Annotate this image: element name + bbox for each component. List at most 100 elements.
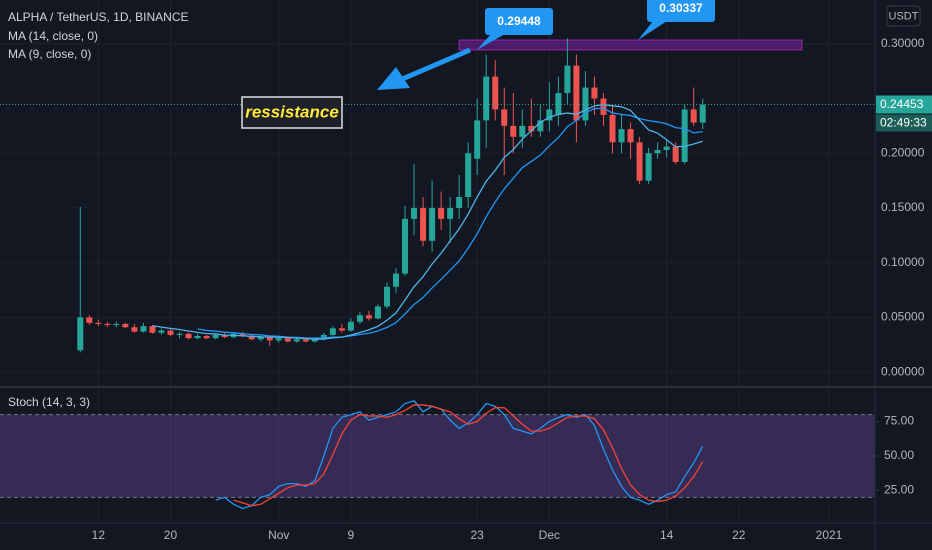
- candle-body: [564, 65, 571, 94]
- candle-body: [95, 322, 102, 324]
- candle-body: [465, 153, 472, 198]
- candle-body: [131, 327, 138, 332]
- candle-body: [203, 335, 210, 339]
- legend-entry: MA (9, close, 0): [8, 47, 91, 61]
- candle-body: [275, 338, 282, 341]
- countdown-box: [876, 114, 932, 132]
- candle-body: [311, 339, 318, 342]
- y-tick-label: 0.10000: [881, 255, 925, 269]
- candle-body: [672, 146, 679, 162]
- x-tick-label: 22: [732, 528, 746, 542]
- callout-label: 0.29448: [497, 14, 541, 28]
- candle-body: [113, 323, 120, 326]
- candle-body: [483, 76, 490, 121]
- stoch-line: [233, 404, 704, 507]
- candle-body: [447, 207, 454, 219]
- candle-body: [158, 330, 165, 333]
- candle-body: [645, 153, 652, 181]
- candle-body: [393, 273, 400, 287]
- candle-body: [699, 104, 706, 123]
- stoch-line: [215, 400, 704, 510]
- candle-body: [456, 197, 463, 208]
- callout-pointer: [638, 21, 667, 41]
- y-tick-label: 0.30000: [881, 36, 925, 50]
- y-tick-label: 0.05000: [881, 310, 925, 324]
- stoch-tick-label: 25.00: [884, 483, 914, 497]
- x-tick-label: 9: [348, 528, 355, 542]
- candle-body: [420, 207, 427, 241]
- x-tick-label: Nov: [268, 528, 289, 542]
- candle-body: [438, 207, 445, 219]
- candle-body: [636, 142, 643, 181]
- candle-body: [429, 207, 436, 241]
- candle-body: [402, 218, 409, 274]
- y-tick-label: 0.00000: [881, 364, 925, 378]
- candle-body: [257, 337, 264, 340]
- text-box: [241, 96, 343, 129]
- candle-body: [510, 125, 517, 137]
- currency-label[interactable]: USDT: [889, 10, 919, 22]
- candle-body: [104, 323, 111, 326]
- candle-body: [374, 306, 381, 319]
- x-tick-label: 2021: [816, 528, 843, 542]
- x-tick-label: 20: [164, 528, 178, 542]
- candle-body: [284, 338, 291, 342]
- candle-body: [528, 125, 535, 132]
- last-price-box: [876, 95, 932, 114]
- candle-body: [474, 120, 481, 159]
- x-tick-label: Dec: [539, 528, 560, 542]
- candle-body: [302, 339, 309, 342]
- candle-body: [320, 334, 327, 340]
- plot-area: [0, 38, 879, 510]
- callout-pointer: [477, 34, 505, 50]
- candle-body: [221, 334, 228, 338]
- y-tick-label: 0.15000: [881, 200, 925, 214]
- candle-body: [546, 109, 553, 121]
- callout-box: [647, 0, 715, 22]
- countdown-label: 02:49:33: [880, 116, 927, 130]
- x-tick-label: 23: [471, 528, 485, 542]
- candle-body: [356, 315, 363, 322]
- arrow-shaft: [399, 47, 471, 83]
- callout-label: 0.30337: [659, 1, 703, 15]
- candle-body: [293, 339, 300, 342]
- arrow-head: [377, 67, 410, 90]
- currency-box[interactable]: [886, 5, 921, 27]
- candle-body: [681, 109, 688, 162]
- candle-body: [519, 125, 526, 137]
- candle-body: [167, 330, 174, 335]
- y-tick-label: 0.20000: [881, 145, 925, 159]
- candle-body: [140, 326, 147, 332]
- stoch-title: Stoch (14, 3, 3): [8, 395, 90, 409]
- candle-body: [555, 93, 562, 115]
- candle-body: [185, 333, 192, 339]
- candle-body: [411, 207, 418, 219]
- stoch-tick-label: 75.00: [884, 414, 914, 428]
- arrow: [377, 47, 471, 90]
- candle-body: [248, 335, 255, 340]
- stoch-band: [0, 414, 875, 498]
- ma-line: [197, 107, 703, 339]
- candle-body: [77, 317, 84, 351]
- candle-body: [266, 337, 273, 341]
- candle-body: [627, 129, 634, 143]
- candle-body: [329, 328, 336, 335]
- ma-line: [152, 103, 703, 340]
- candle-body: [212, 334, 219, 339]
- candle-body: [690, 109, 697, 123]
- candle-body: [365, 315, 372, 319]
- last-price-label: 0.24453: [880, 97, 924, 111]
- candle-body: [239, 333, 246, 336]
- candle-body: [537, 120, 544, 132]
- chart-title: ALPHA / TetherUS, 1D, BINANCE: [8, 10, 189, 24]
- candle-body: [654, 149, 661, 154]
- candle-body: [591, 87, 598, 99]
- candle-body: [194, 335, 201, 339]
- candle-body: [149, 326, 156, 333]
- x-tick-label: 14: [660, 528, 674, 542]
- callout-box: [485, 8, 553, 35]
- candle-body: [663, 146, 670, 150]
- x-tick-label: 12: [92, 528, 106, 542]
